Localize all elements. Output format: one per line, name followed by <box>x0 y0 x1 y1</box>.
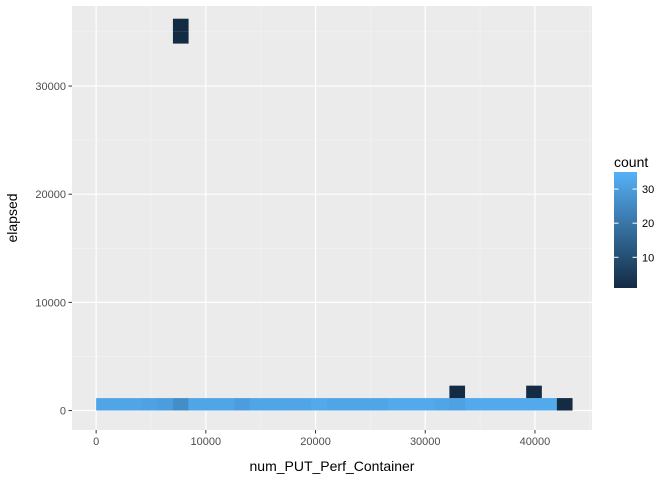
heatmap-cell <box>172 31 189 44</box>
panel-background <box>72 6 592 430</box>
heatmap-cell <box>172 18 189 32</box>
x-tick-label: 0 <box>93 436 99 448</box>
heatmap-cell <box>126 398 143 411</box>
heatmap-cell <box>172 398 189 411</box>
legend-tick-label: 20 <box>642 218 654 230</box>
legend-title: count <box>614 154 648 170</box>
y-tick-label: 0 <box>60 406 66 418</box>
heatmap-cell <box>449 385 466 399</box>
legend: count 10 20 30 <box>614 154 654 288</box>
heatmap-cell <box>341 398 358 411</box>
heatmap-cell <box>295 398 312 411</box>
minor-gridlines <box>72 6 592 430</box>
y-axis: 0 10000 20000 30000 <box>35 81 72 418</box>
heatmap-cell <box>464 398 481 411</box>
heatmap-cell <box>480 398 496 411</box>
legend-tick-label: 30 <box>642 184 654 196</box>
heatmap-cell <box>311 398 327 411</box>
heatmap-cell <box>157 398 174 411</box>
heatmap-cell <box>280 398 297 411</box>
heatmap-cell <box>357 398 373 411</box>
y-tick-label: 10000 <box>35 297 66 309</box>
heatmap-cell <box>372 398 389 411</box>
x-axis-label: num_PUT_Perf_Container <box>250 458 415 474</box>
heatmap-cell <box>249 398 266 411</box>
heatmap-cell <box>526 385 542 399</box>
heatmap-cell <box>203 398 220 411</box>
major-gridlines <box>72 6 592 430</box>
x-tick-label: 20000 <box>300 436 331 448</box>
heatmap-cell <box>449 398 466 411</box>
y-tick-label: 30000 <box>35 81 66 93</box>
heatmap-cell <box>265 398 281 411</box>
x-tick-label: 40000 <box>520 436 551 448</box>
heatmap-cell <box>510 398 527 411</box>
x-tick-label: 30000 <box>410 436 441 448</box>
x-axis: 0 10000 20000 30000 40000 <box>93 430 550 448</box>
heatmap-cell <box>526 398 542 411</box>
heatmap-cell <box>111 398 128 411</box>
heatmap-cell <box>96 398 112 411</box>
heatmap-cell <box>234 398 251 411</box>
heatmap-cell <box>188 398 204 411</box>
legend-ticks: 10 20 30 <box>614 184 654 264</box>
heatmap-cell <box>495 398 512 411</box>
heatmap-cell <box>541 398 558 411</box>
heatmap-cell <box>418 398 435 411</box>
heatmap-cell <box>434 398 450 411</box>
heatmap-cell <box>387 398 404 411</box>
y-tick-label: 20000 <box>35 189 66 201</box>
y-axis-label: elapsed <box>4 193 20 242</box>
heatmap-cell <box>219 398 235 411</box>
legend-colorbar <box>614 172 637 288</box>
heatmap-cells <box>96 18 573 411</box>
heatmap-cell <box>403 398 419 411</box>
heatmap-cell <box>142 398 158 411</box>
heatmap-cell <box>326 398 343 411</box>
legend-tick-label: 10 <box>642 252 654 264</box>
x-tick-label: 10000 <box>191 436 222 448</box>
heatmap-cell <box>556 398 573 411</box>
